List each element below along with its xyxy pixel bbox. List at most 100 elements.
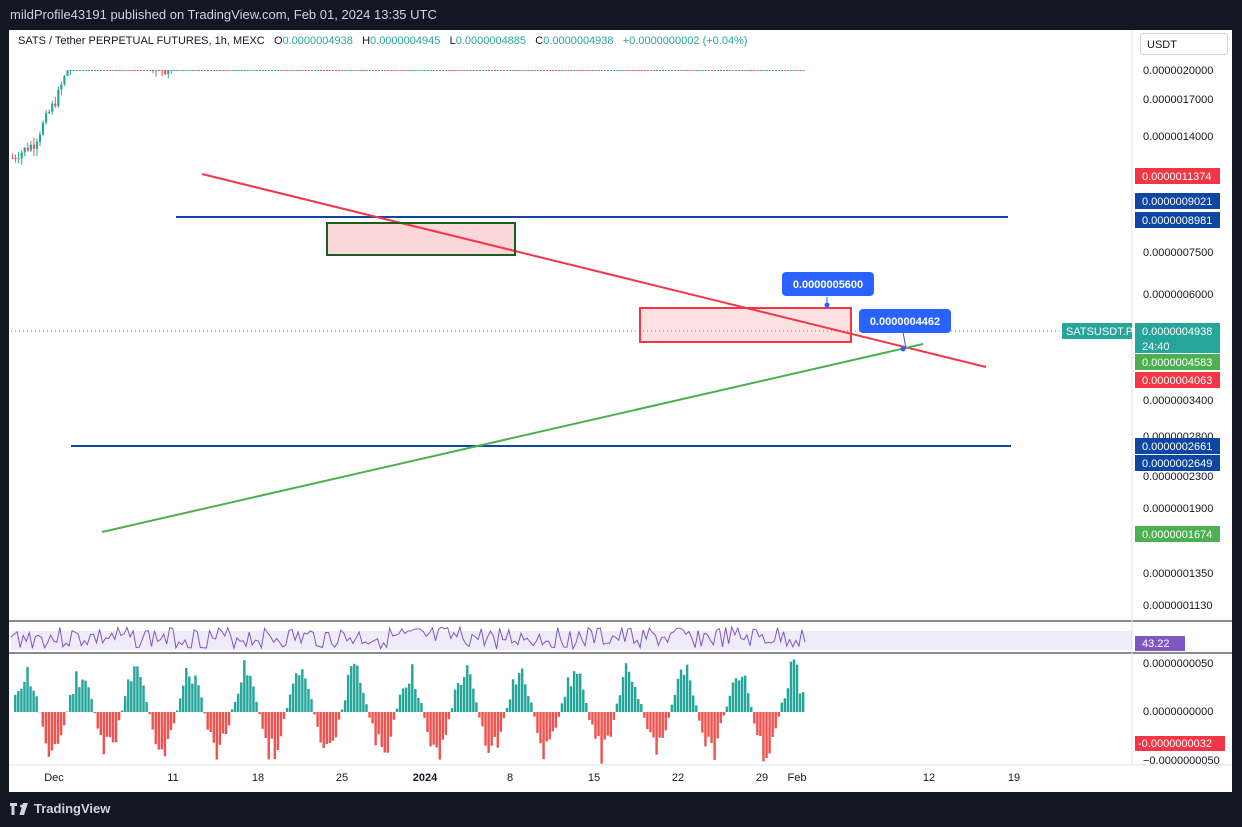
histogram-bar — [398, 694, 402, 712]
histogram-bar — [707, 712, 710, 737]
candle — [194, 70, 197, 71]
candle — [350, 70, 353, 71]
descending-trendline — [201, 173, 987, 368]
candle — [542, 70, 545, 71]
candle — [530, 70, 533, 71]
candle — [87, 70, 90, 71]
price-label-text: 0.0000002661 — [1142, 441, 1212, 453]
histogram-bar — [72, 694, 75, 712]
histogram-bar — [380, 712, 383, 747]
candle — [362, 70, 365, 71]
candle — [677, 70, 680, 71]
candle — [478, 70, 481, 71]
histogram-bar — [102, 712, 106, 755]
histogram-bar — [236, 693, 240, 712]
candle — [713, 70, 716, 71]
histogram-bar — [426, 712, 429, 733]
histogram-bar — [450, 708, 454, 712]
tradingview-icon — [10, 802, 28, 815]
histogram-bar — [334, 712, 338, 738]
histogram-bar — [188, 676, 191, 712]
candle — [136, 70, 139, 71]
candle — [646, 70, 649, 71]
histogram-bar — [527, 695, 530, 712]
candle — [356, 70, 359, 71]
histogram-bar — [780, 702, 784, 712]
candle — [203, 70, 206, 71]
candle — [228, 70, 231, 71]
candle — [90, 70, 93, 71]
countdown-text: 24:40 — [1142, 341, 1170, 353]
candle — [570, 70, 573, 71]
candle — [429, 70, 432, 71]
candle — [234, 70, 237, 71]
candle — [130, 70, 133, 71]
candle — [481, 70, 484, 71]
candle — [267, 70, 271, 71]
histogram-bar — [337, 712, 341, 720]
candle — [573, 70, 576, 71]
currency-selector[interactable]: USDT — [1140, 33, 1228, 55]
ascending-trendline — [101, 343, 924, 533]
candle — [671, 70, 674, 71]
candle — [787, 70, 790, 71]
price-label — [1135, 526, 1220, 542]
candle — [264, 70, 268, 71]
candle — [54, 103, 57, 107]
histogram-bar — [123, 696, 127, 712]
candle — [567, 70, 570, 71]
candle — [326, 70, 329, 71]
annotation-stem — [902, 331, 907, 350]
candle — [631, 70, 634, 71]
histogram-bar — [197, 685, 200, 712]
chart-frame[interactable] — [9, 30, 1232, 792]
candle — [658, 70, 662, 71]
candle — [438, 70, 442, 71]
time-tick: 15 — [588, 772, 600, 784]
candle — [118, 70, 121, 71]
candle — [51, 103, 54, 112]
candle — [411, 70, 414, 71]
histogram-bar — [597, 712, 600, 736]
candle — [768, 70, 771, 71]
candle — [536, 70, 539, 71]
price-label-text: 0.0000002649 — [1142, 458, 1212, 470]
histogram-bar — [117, 712, 121, 721]
histogram-bar — [23, 681, 26, 712]
histogram-bar — [414, 689, 417, 712]
candle — [399, 70, 402, 71]
histogram-bar — [160, 712, 164, 750]
histogram-bar — [249, 675, 252, 712]
histogram-bar — [408, 683, 411, 712]
price-axis: 0.0000020000 0.0000017000 0.0000014000 0.00… — [1062, 65, 1225, 767]
candle — [26, 147, 29, 151]
histogram-bar — [50, 712, 54, 751]
histogram-bar — [786, 688, 790, 712]
candle — [185, 70, 188, 71]
histogram-bar — [389, 712, 393, 737]
histogram-bar — [44, 712, 48, 744]
histogram-bar — [264, 712, 267, 739]
candle — [368, 70, 371, 71]
rsi-label — [1135, 636, 1185, 651]
high-label: H — [362, 35, 371, 47]
histogram-bar — [20, 688, 23, 712]
candle — [781, 70, 784, 71]
histogram-bar — [682, 674, 686, 712]
candle — [17, 158, 20, 160]
histogram-bar — [288, 694, 292, 712]
histogram-bar — [459, 684, 463, 712]
candle — [591, 70, 594, 71]
histogram-bar — [801, 692, 805, 712]
histogram-bar — [615, 703, 619, 712]
candles-group — [11, 70, 805, 165]
histogram-bar — [133, 666, 136, 712]
candle — [246, 70, 249, 71]
candle — [475, 70, 478, 71]
candle — [719, 70, 723, 71]
histogram-bar — [227, 712, 231, 726]
candle — [231, 70, 234, 71]
candle — [640, 70, 643, 71]
time-tick: 12 — [923, 772, 935, 784]
